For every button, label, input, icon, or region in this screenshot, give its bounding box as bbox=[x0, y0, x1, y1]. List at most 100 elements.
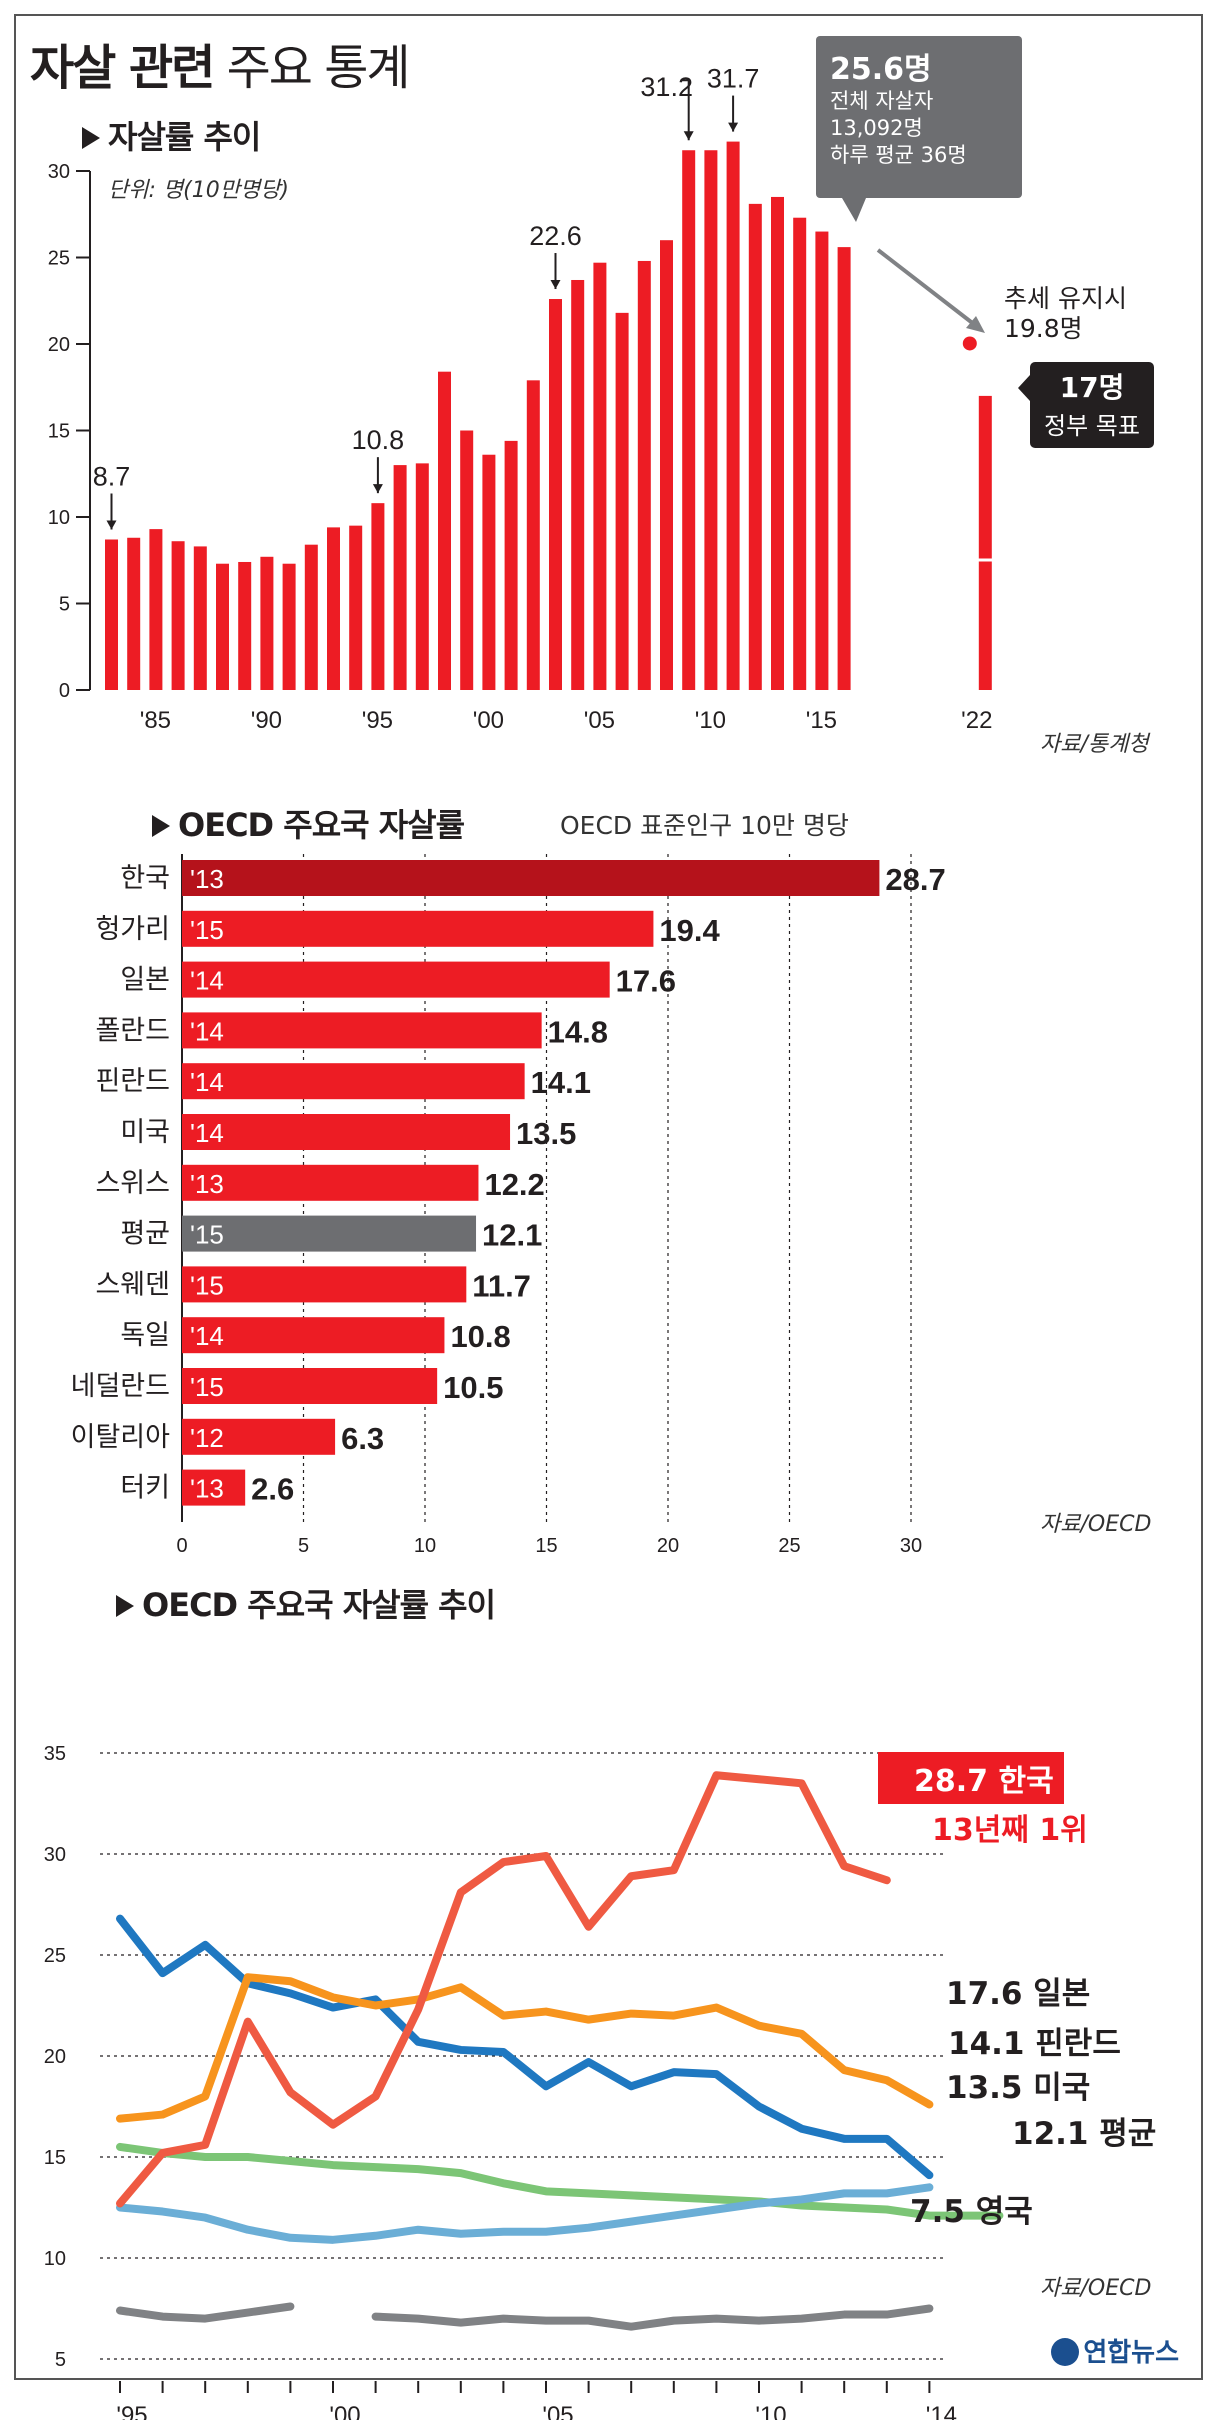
year-label: '13 bbox=[190, 864, 224, 894]
triangle-bullet-icon bbox=[152, 815, 170, 837]
x-tick-label: '85 bbox=[140, 707, 171, 734]
end-label-usa: 13.5 미국 bbox=[946, 2070, 1091, 2106]
goal-callout-pointer bbox=[1018, 375, 1030, 401]
x-tick-label: '05 bbox=[542, 2402, 573, 2420]
bar-1988 bbox=[216, 563, 229, 690]
x-tick-label: '95 bbox=[362, 707, 393, 734]
y-tick-label: 10 bbox=[44, 2248, 66, 2270]
callout-2016: 25.6명 전체 자살자 13,092명 하루 평균 36명 bbox=[816, 36, 1022, 198]
y-tick-label: 20 bbox=[48, 334, 70, 356]
logo-circle-icon bbox=[1051, 2338, 1080, 2366]
x-tick-label: '14 bbox=[926, 2402, 957, 2420]
year-label: '14 bbox=[190, 1118, 224, 1148]
section1-unit: 단위: 명(10만명당) bbox=[108, 178, 290, 203]
goal-value: 17명 bbox=[1059, 371, 1125, 404]
hbar-7 bbox=[182, 1215, 477, 1252]
y-tick-label: 15 bbox=[44, 2147, 66, 2169]
y-tick-label: 0 bbox=[59, 680, 70, 702]
x-tick-label: 15 bbox=[535, 1535, 557, 1557]
section1-title: 자살률 추이 bbox=[82, 112, 261, 158]
triangle-bullet-icon bbox=[82, 127, 100, 149]
bar-1995 bbox=[371, 503, 385, 690]
series-line-일본 bbox=[116, 1973, 934, 2123]
y-tick-label: 30 bbox=[48, 161, 70, 183]
x-tick-label: 10 bbox=[414, 1535, 436, 1557]
bar-1987 bbox=[193, 546, 207, 690]
category-label: 일본 bbox=[120, 965, 170, 995]
x-tick-label: '00 bbox=[329, 2402, 360, 2420]
category-label: 스웨덴 bbox=[95, 1269, 170, 1299]
annotation-arrow-line bbox=[680, 79, 690, 141]
category-label: 미국 bbox=[120, 1117, 170, 1147]
year-label: '14 bbox=[190, 1067, 224, 1097]
bar-2002 bbox=[526, 380, 540, 690]
annotation-label-2009: 31.2 bbox=[640, 72, 693, 102]
hbar-11 bbox=[182, 1418, 336, 1455]
x-tick-label: 5 bbox=[298, 1535, 309, 1557]
y-tick-label: 25 bbox=[44, 1945, 66, 1967]
annotation-arrowhead bbox=[372, 484, 383, 494]
y-tick-label: 15 bbox=[48, 421, 70, 443]
x-tick-label: '95 bbox=[116, 2402, 147, 2420]
value-label: 13.5 bbox=[516, 1116, 576, 1151]
triangle-bullet-icon bbox=[116, 1595, 134, 1617]
suicide-rate-bar-chart: 0 5 10 15 20 25 30 '85 '90 '95 '00 '05 '10 '15 '22 8.7 1… bbox=[48, 64, 1030, 734]
bar-1993 bbox=[327, 527, 340, 690]
x-tick-label: '05 bbox=[584, 707, 615, 734]
annotation-label-1983: 8.7 bbox=[93, 461, 131, 491]
end-label-japan: 17.6 일본 bbox=[946, 1976, 1091, 2012]
series-line-한국 bbox=[116, 1771, 891, 2208]
value-label: 2.6 bbox=[251, 1472, 294, 1507]
value-label: 12.1 bbox=[482, 1218, 542, 1253]
category-label: 스위스 bbox=[95, 1168, 170, 1198]
x-tick-label: 30 bbox=[900, 1535, 922, 1557]
bar-1984 bbox=[127, 537, 141, 690]
value-label: 12.2 bbox=[484, 1167, 544, 1202]
section3-title-text: OECD 주요국 자살률 추이 bbox=[142, 1586, 496, 1624]
oecd-line-chart: 5 10 15 20 25 30 35 '95 '00 '05 '10 '14 bbox=[44, 1743, 1004, 2420]
bar-2010 bbox=[704, 150, 718, 691]
category-label: 헝가리 bbox=[95, 914, 170, 944]
title-normal: 주요 통계 bbox=[226, 40, 411, 96]
x-tick-label: '22 bbox=[961, 707, 992, 734]
x-tick-label: '90 bbox=[251, 707, 282, 734]
section3-title: OECD 주요국 자살률 추이 bbox=[116, 1580, 496, 1626]
section2-subtitle: OECD 표준인구 10만 명당 bbox=[560, 811, 849, 840]
bar-1992 bbox=[304, 544, 318, 690]
value-label: 11.7 bbox=[472, 1268, 531, 1303]
section1-source: 자료/통계청 bbox=[1040, 732, 1149, 757]
series-line-영국 bbox=[116, 2302, 934, 2331]
bar-2001 bbox=[504, 440, 518, 690]
year-label: '15 bbox=[190, 915, 224, 945]
hbar-10 bbox=[182, 1368, 438, 1404]
value-label: 19.4 bbox=[659, 913, 720, 948]
year-label: '13 bbox=[190, 1169, 224, 1199]
yonhap-logo: 연합뉴스 bbox=[1051, 2332, 1179, 2369]
bar-2015 bbox=[815, 231, 829, 691]
category-label: 이탈리아 bbox=[71, 1422, 171, 1452]
value-label: 10.8 bbox=[450, 1319, 510, 1354]
goal-callout: 17명 정부 목표 bbox=[1030, 362, 1154, 448]
value-label: 14.1 bbox=[531, 1065, 591, 1100]
x-tick-label: '10 bbox=[755, 2402, 786, 2420]
page-title: 자살 관련 주요 통계 bbox=[30, 28, 411, 98]
end-label-finland: 14.1 핀란드 bbox=[948, 2026, 1121, 2062]
bar-1996 bbox=[393, 465, 407, 690]
annotation-arrowhead bbox=[683, 131, 694, 141]
bar-2011 bbox=[726, 141, 740, 691]
hbar-9 bbox=[182, 1317, 445, 1354]
bar-2008 bbox=[660, 240, 673, 690]
section2-title: OECD 주요국 자살률 bbox=[152, 800, 465, 846]
annotation-arrowhead bbox=[106, 520, 117, 530]
section2-source: 자료/OECD bbox=[1040, 1512, 1152, 1537]
bar-1990 bbox=[260, 556, 274, 690]
trend-point bbox=[962, 336, 977, 351]
callout-2016-line1: 전체 자살자 bbox=[830, 89, 934, 113]
y-tick-label: 25 bbox=[48, 248, 70, 270]
category-label: 평균 bbox=[120, 1219, 170, 1249]
section3-source: 자료/OECD bbox=[1040, 2276, 1152, 2301]
bar-2000 bbox=[482, 454, 496, 690]
year-label: '14 bbox=[190, 966, 224, 996]
series-line-미국 bbox=[116, 2183, 934, 2244]
bar-1994 bbox=[349, 525, 363, 690]
